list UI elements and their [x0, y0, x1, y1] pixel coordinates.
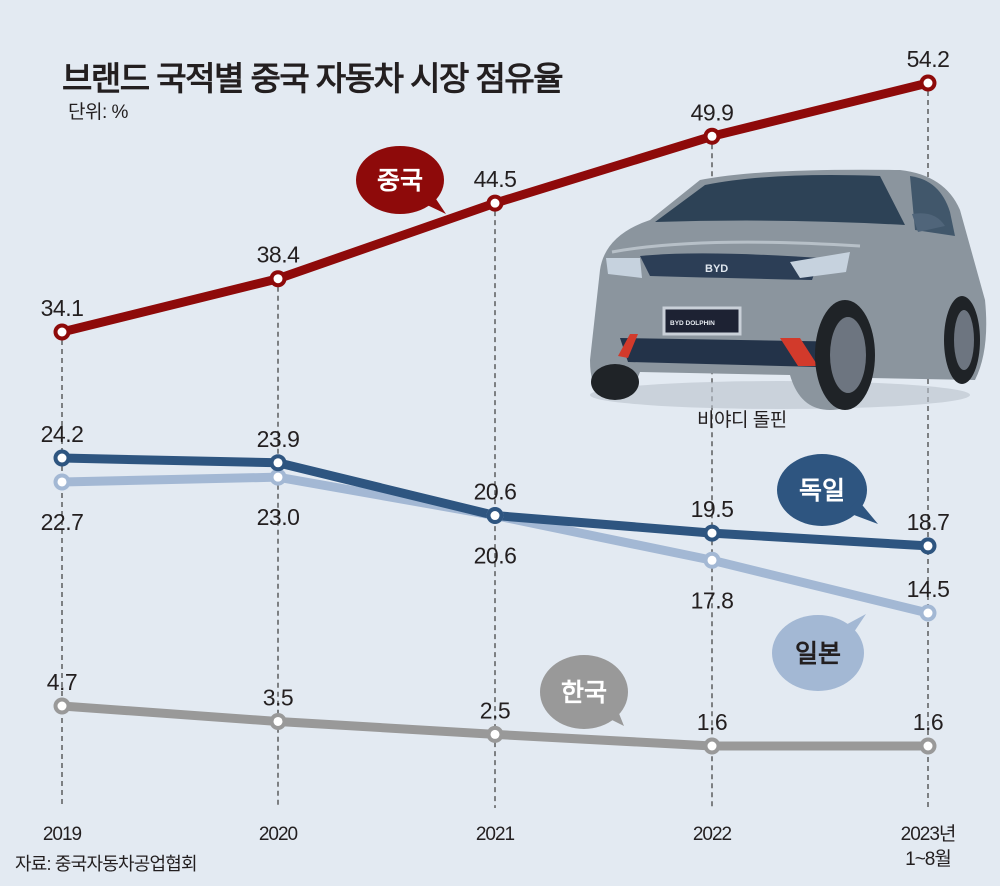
data-point-center [57, 477, 67, 487]
car-plate: BYD DOLPHIN [670, 320, 715, 327]
data-labels: 4.7 3.5 2.5 1.6 1.6 22.7 23.0 20.6 17.8 14.5 24.2 2… [41, 46, 950, 735]
x-axis-ticks: 2019 2020 2021 2022 2023년 1~8월 [43, 823, 957, 870]
data-label-japan-1: 23.0 [257, 504, 300, 530]
data-label-china-4: 54.2 [907, 46, 950, 72]
data-point-center [923, 541, 933, 551]
data-label-japan-2: 20.6 [474, 543, 517, 569]
photo-caption: 비야디 돌핀 [697, 410, 787, 431]
bubble-china: 중국 [356, 146, 446, 214]
data-point-center [707, 741, 717, 751]
unit-label: 단위: % [68, 102, 128, 123]
data-label-korea-0: 4.7 [47, 669, 77, 695]
x-tick-label: 2021 [476, 824, 515, 845]
source-note: 자료: 중국자동차공업협회 [15, 854, 198, 874]
data-label-germany-4: 18.7 [907, 509, 950, 535]
data-point-center [707, 555, 717, 565]
data-markers [53, 74, 937, 755]
data-point-center [273, 472, 283, 482]
bubble-korea: 한국 [540, 655, 628, 729]
data-label-germany-3: 19.5 [691, 496, 734, 522]
data-label-korea-1: 3.5 [263, 684, 293, 710]
bubble-japan: 일본 [772, 614, 866, 691]
data-label-germany-2: 20.6 [474, 479, 517, 505]
x-tick-label: 1~8월 [905, 848, 951, 870]
data-label-china-0: 34.1 [41, 295, 84, 321]
data-point-center [490, 511, 500, 521]
x-tick-label: 2022 [693, 824, 732, 845]
data-point-center [490, 198, 500, 208]
data-label-germany-1: 23.9 [257, 426, 300, 452]
bubble-germany: 독일 [777, 454, 878, 526]
car-photo-byd-dolphin: BYD BYD DOLPHIN [590, 169, 987, 410]
x-tick-label: 2019 [43, 824, 82, 845]
data-label-china-1: 38.4 [257, 242, 300, 268]
chart-title: 브랜드 국적별 중국 자동차 시장 점유율 [62, 60, 564, 97]
data-point-center [923, 78, 933, 88]
bubble-label-korea: 한국 [561, 679, 607, 707]
data-label-korea-4: 1.6 [913, 709, 943, 735]
x-tick-label: 2020 [259, 824, 298, 845]
data-point-center [57, 701, 67, 711]
data-point-center [57, 327, 67, 337]
data-label-japan-3: 17.8 [691, 587, 734, 613]
data-label-china-3: 49.9 [691, 99, 734, 125]
data-label-korea-2: 2.5 [480, 697, 510, 723]
data-point-center [273, 274, 283, 284]
data-point-center [273, 458, 283, 468]
data-point-center [923, 608, 933, 618]
x-tick-label: 2023년 [901, 823, 956, 845]
data-point-center [273, 716, 283, 726]
data-label-japan-4: 14.5 [907, 576, 950, 602]
bubble-label-japan: 일본 [795, 640, 841, 668]
data-point-center [490, 729, 500, 739]
data-point-center [707, 131, 717, 141]
data-label-korea-3: 1.6 [697, 709, 727, 735]
car-logo: BYD [705, 263, 728, 275]
bubble-label-germany: 독일 [799, 477, 845, 505]
data-point-center [923, 741, 933, 751]
data-label-germany-0: 24.2 [41, 421, 84, 447]
bubble-label-china: 중국 [377, 167, 423, 195]
data-label-china-2: 44.5 [474, 166, 517, 192]
data-point-center [57, 453, 67, 463]
data-label-japan-0: 22.7 [41, 509, 84, 535]
data-point-center [707, 528, 717, 538]
